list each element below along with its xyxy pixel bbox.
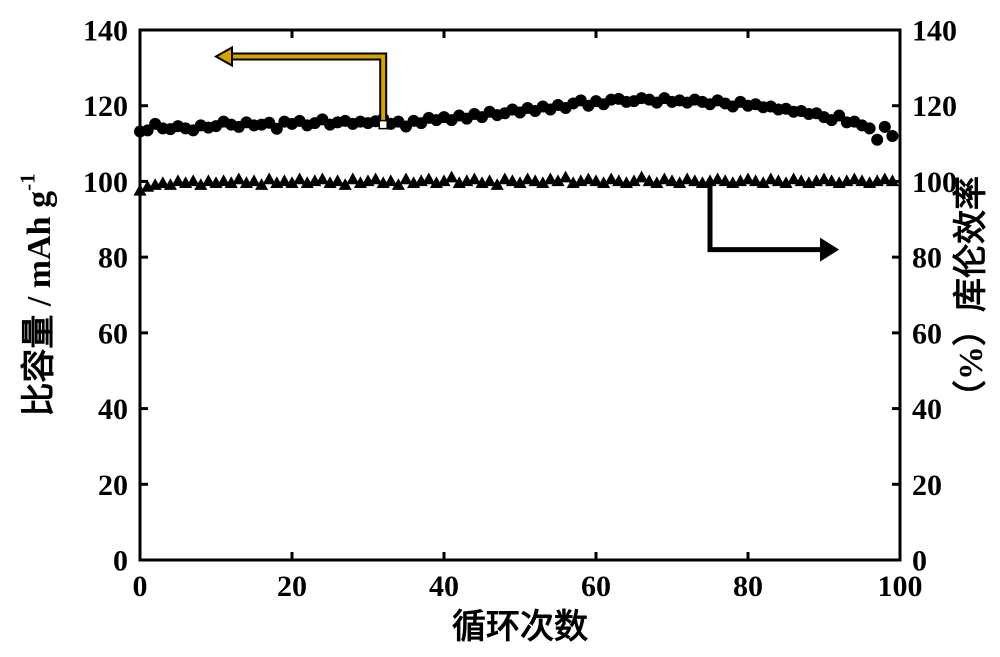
x-tick-label: 0 [133, 570, 148, 603]
capacity-point [879, 121, 890, 132]
y-left-axis-label-group: 比容量 / mAh g-1 [16, 173, 58, 416]
capacity-point [864, 123, 875, 134]
y-left-tick-label: 80 [98, 242, 128, 275]
x-tick-label: 40 [429, 570, 459, 603]
y-right-tick-label: 40 [912, 393, 942, 426]
x-tick-label: 80 [733, 570, 763, 603]
y-right-tick-label: 80 [912, 242, 942, 275]
y-left-tick-label: 0 [113, 545, 128, 578]
y-right-tick-label: 0 [912, 545, 927, 578]
capacity-indicator-anchor [379, 121, 387, 129]
y-right-tick-label: 60 [912, 317, 942, 350]
y-left-tick-label: 20 [98, 469, 128, 502]
y-left-tick-label: 100 [83, 166, 128, 199]
capacity-efficiency-chart: 0 20 40 60 80 100 0 20 40 60 80 100 120 140 0 20 40 60 80 1… [0, 0, 1000, 657]
x-tick-label: 60 [581, 570, 611, 603]
y-right-tick-label: 120 [912, 90, 957, 123]
x-tick-label: 20 [277, 570, 307, 603]
y-right-axis-label-group: （%）库伦效率 [951, 176, 990, 414]
capacity-point [887, 131, 898, 142]
y-left-tick-label: 60 [98, 317, 128, 350]
y-right-tick-label: 140 [912, 15, 957, 48]
chart-background [0, 0, 1000, 657]
y-left-axis-label: 比容量 / mAh g-1 [16, 173, 58, 416]
y-right-axis-label: （%）库伦效率 [951, 176, 990, 414]
y-left-tick-label: 140 [83, 15, 128, 48]
y-left-tick-label: 40 [98, 393, 128, 426]
chart-container: 0 20 40 60 80 100 0 20 40 60 80 100 120 140 0 20 40 60 80 1… [0, 0, 1000, 657]
x-axis-label: 循环次数 [452, 608, 588, 646]
y-right-tick-label: 100 [912, 166, 957, 199]
y-right-tick-label: 20 [912, 469, 942, 502]
capacity-point [872, 134, 883, 145]
y-left-tick-label: 120 [83, 90, 128, 123]
